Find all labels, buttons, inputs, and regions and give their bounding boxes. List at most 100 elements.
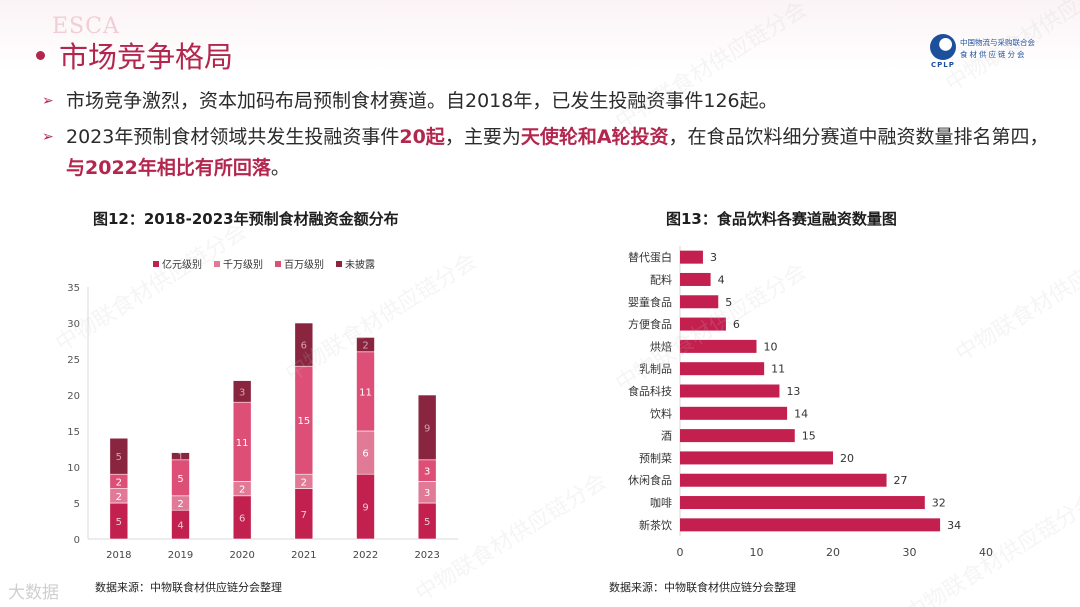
x-tick-label: 2019 [168,550,193,561]
bar [680,518,941,532]
x-tick-label: 2022 [353,550,378,561]
x-tick-label: 10 [750,546,764,559]
data-label: 4 [177,521,183,532]
data-label: 15 [802,430,816,443]
title-bullet-icon [36,50,45,60]
y-tick-label: 35 [67,283,80,294]
category-label: 咖啡 [650,496,672,510]
category-label: 配料 [650,272,672,286]
y-tick-label: 10 [67,463,80,474]
data-label: 9 [362,503,368,514]
category-label: 烘焙 [650,339,672,353]
x-tick-label: 2018 [106,550,131,561]
data-label: 5 [424,517,430,528]
bar [680,406,788,420]
bullet-arrow-icon: ➢ [42,129,54,145]
highlight-text: 与2022年相比有所回落 [66,157,271,179]
data-label: 9 [424,423,430,434]
brand-watermark: ESCA [52,14,120,39]
bar-segment [171,452,190,461]
data-label: 27 [894,474,908,487]
x-tick-label: 2023 [414,550,439,561]
x-tick-label: 20 [826,546,840,559]
x-tick-label: 2021 [291,550,316,561]
bar [680,429,795,443]
data-label: 2 [362,341,368,352]
data-label: 3 [710,251,717,264]
data-label: 2 [239,485,245,496]
data-label: 6 [362,449,368,460]
data-label: 5 [725,296,732,309]
bar [680,295,719,309]
data-label: 6 [239,513,245,524]
legend-swatch [214,261,220,267]
bar [680,451,833,465]
bar [680,473,887,487]
legend-swatch [275,261,281,267]
category-label: 饮料 [650,406,672,420]
category-label: 休闲食品 [628,473,672,487]
bullet-text: 。 [270,157,290,179]
data-label: 5 [116,452,122,463]
legend-label: 亿元级别 [162,258,202,271]
data-label: 11 [236,438,249,449]
data-label: 2 [116,492,122,503]
bar [680,317,726,331]
bullet-text: ，在食品饮料细分赛道中融资数量排名第四， [668,126,1049,148]
data-label: 11 [359,387,372,398]
x-tick-label: 30 [903,546,917,559]
y-tick-label: 0 [74,535,80,546]
chart12-title: 图12：2018-2023年预制食材融资金额分布 [93,210,399,228]
category-label: 食品科技 [628,384,672,398]
legend-swatch [153,261,159,267]
highlight-text: 天使轮和A轮投资 [520,126,669,148]
bar [680,250,703,264]
data-label: 2 [177,499,183,510]
bar [680,384,780,398]
bullet-list: ➢ 市场竞争激烈，资本加码布局预制食材赛道。自2018年，已发生投融资事件126起… [42,86,1052,189]
data-label: 10 [764,340,778,353]
legend-label: 千万级别 [223,259,263,271]
data-label: 5 [177,474,183,485]
data-label: 6 [733,318,740,331]
x-tick-label: 0 [677,546,684,559]
chart13-source: 数据来源：中物联食材供应链分会整理 [609,581,796,594]
bullet-text: ，主要为 [444,126,521,148]
data-label: 1 [177,452,183,463]
data-label: 2 [301,477,307,488]
chart13-title: 图13：食品饮料各赛道融资数量图 [666,210,897,228]
data-label: 5 [116,517,122,528]
segment-financing-count-bar-chart: 替代蛋白 3 配料 4 婴童食品 5 方便食品 6 烘焙 10 乳制品 11 食品科技 13 饮料 14 酒 15… [628,246,993,559]
bar [680,496,925,510]
data-label: 34 [947,519,961,532]
category-label: 预制菜 [639,452,672,465]
bullet-text: 市场竞争激烈，资本加码布局预制食材赛道。自2018年，已发生投融资事件126起。 [66,90,778,112]
data-label: 15 [297,416,310,427]
logo-line-2: 食材供应链分会 [960,50,1027,59]
slide-title-text: 市场竞争格局 [59,40,234,74]
logo-abbreviation: CPLP [931,61,955,69]
data-label: 32 [932,497,946,510]
organization-logo: CPLP 中国物流与采购联合会 食材供应链分会 [930,34,1050,70]
bar [680,339,757,353]
y-tick-label: 5 [74,499,80,510]
legend-label: 百万级别 [284,259,324,271]
chart12-source: 数据来源：中物联食材供应链分会整理 [95,581,282,594]
legend-label: 未披露 [345,258,375,271]
x-tick-label: 40 [979,546,993,559]
data-label: 11 [771,363,785,376]
y-tick-label: 25 [67,355,80,366]
bottom-watermark: 大数据 [8,583,59,603]
data-label: 20 [840,452,854,465]
category-label: 新茶饮 [639,518,672,532]
bar [680,362,765,376]
data-label: 3 [424,488,430,499]
bar-segment [294,322,314,367]
bar-segment [232,380,252,403]
bullet-item: ➢ 2023年预制食材领域共发生投融资事件20起，主要为天使轮和A轮投资，在食品饮… [42,122,1052,184]
header-background [0,0,1080,70]
bullet-text: 2023年预制食材领域共发生投融资事件 [66,126,400,148]
data-label: 4 [718,273,725,286]
category-label: 乳制品 [639,363,672,376]
bar [680,272,711,286]
